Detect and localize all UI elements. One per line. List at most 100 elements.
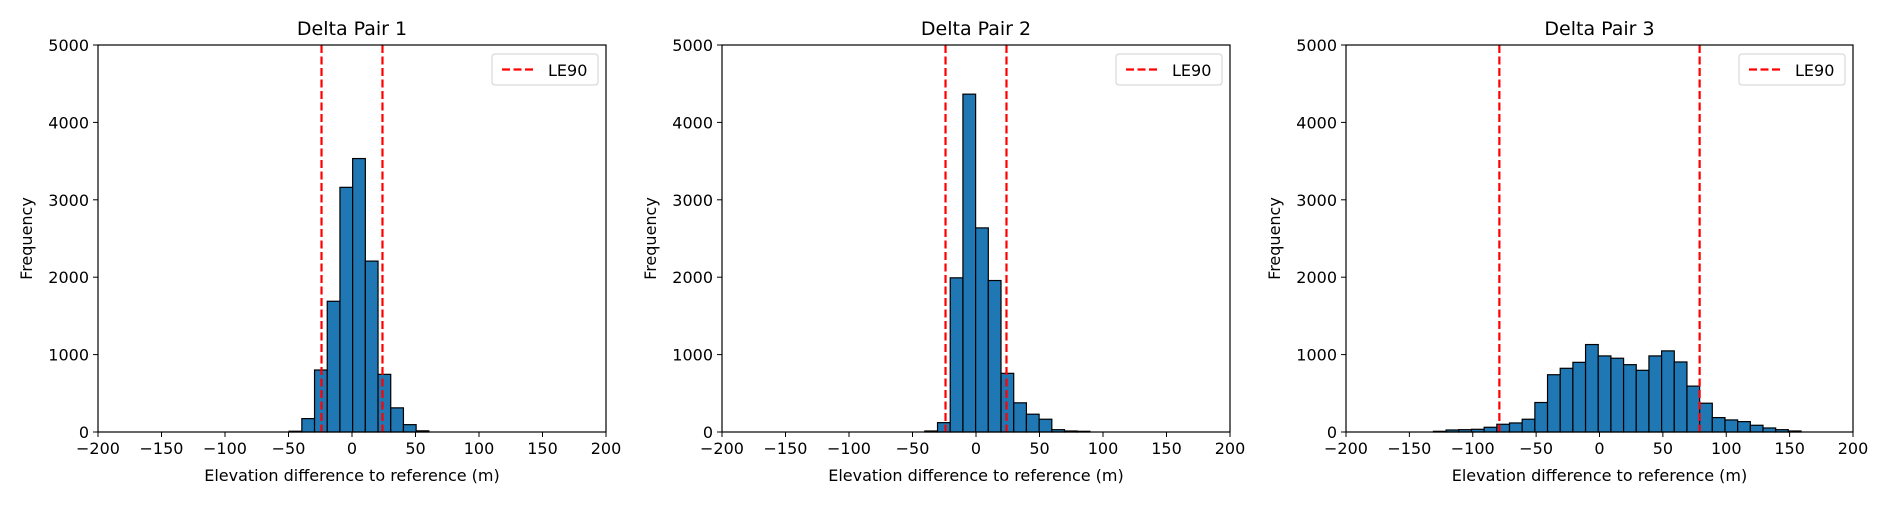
x-tick-label: 50 xyxy=(1029,439,1049,458)
x-tick-label: −100 xyxy=(203,439,247,458)
histogram-bar xyxy=(987,279,1002,433)
histogram-bar xyxy=(1724,419,1739,433)
histogram-bar xyxy=(1635,369,1650,433)
histogram-bar xyxy=(1572,361,1587,433)
legend-label: LE90 xyxy=(1795,61,1834,80)
histogram-bar xyxy=(1546,374,1561,433)
chart-title: Delta Pair 2 xyxy=(921,18,1031,40)
y-tick-label: 0 xyxy=(703,423,713,442)
histogram-bar xyxy=(1584,343,1599,433)
legend-box xyxy=(1738,53,1846,86)
histogram-bar xyxy=(1762,427,1777,433)
chart-panel-2: −200 −150 −100 −50 0 50 100 150 2000100020003000… xyxy=(641,18,1245,485)
x-tick-label: 0 xyxy=(347,439,357,458)
histogram-bar xyxy=(1749,424,1764,433)
histogram-bar xyxy=(339,186,354,433)
legend-box xyxy=(1115,53,1223,86)
y-tick-label: 0 xyxy=(1327,423,1337,442)
histogram-bar xyxy=(949,277,964,433)
x-tick-label: 200 xyxy=(591,439,622,458)
histogram-bar xyxy=(1025,413,1040,433)
histogram-bar xyxy=(1661,350,1675,433)
y-tick-label: 5000 xyxy=(48,36,89,55)
histogram-bar xyxy=(1534,401,1549,433)
histogram-bar xyxy=(364,260,379,433)
x-tick-label: −150 xyxy=(764,439,808,458)
histogram-bar xyxy=(1610,357,1625,433)
x-tick-label: −50 xyxy=(1519,439,1553,458)
histogram-bar xyxy=(1013,402,1028,433)
histogram-bar xyxy=(936,422,951,433)
y-tick-label: 2000 xyxy=(48,268,89,287)
x-tick-label: −200 xyxy=(700,439,744,458)
histogram-bar xyxy=(962,93,977,433)
histogram-bar xyxy=(1559,367,1574,433)
y-tick-label: 1000 xyxy=(48,346,89,365)
histogram-bar xyxy=(301,418,316,433)
histogram-bar xyxy=(352,157,366,433)
histogram-bar xyxy=(1508,422,1523,433)
x-tick-label: −150 xyxy=(140,439,184,458)
x-tick-label: 200 xyxy=(1215,439,1246,458)
y-axis-label: Frequency xyxy=(641,197,660,280)
y-axis-label: Frequency xyxy=(17,197,36,280)
legend: LE90 xyxy=(1115,53,1223,86)
histogram-bar xyxy=(377,373,392,433)
histogram-bar xyxy=(1686,385,1701,433)
chart-panel-1: −200 −150 −100 −50 0 50 100 150 2000100020003000… xyxy=(17,18,621,485)
y-tick-label: 4000 xyxy=(48,113,89,132)
histogram-bar xyxy=(1737,421,1751,433)
histogram-bar xyxy=(1673,361,1688,433)
x-axis-label: Elevation difference to reference (m) xyxy=(828,466,1124,485)
x-tick-label: 100 xyxy=(464,439,495,458)
histogram-bar xyxy=(1622,364,1637,433)
x-tick-label: 100 xyxy=(1088,439,1119,458)
y-tick-label: 0 xyxy=(79,423,89,442)
y-tick-label: 4000 xyxy=(672,113,713,132)
y-tick-label: 5000 xyxy=(672,36,713,55)
x-tick-label: 0 xyxy=(971,439,981,458)
histogram-bar xyxy=(402,424,417,433)
y-tick-label: 4000 xyxy=(1296,113,1337,132)
y-tick-label: 5000 xyxy=(1296,36,1337,55)
histogram-bar xyxy=(1699,402,1713,433)
chart-title: Delta Pair 1 xyxy=(297,18,407,40)
histogram-bar xyxy=(1038,418,1053,433)
x-tick-label: 50 xyxy=(1653,439,1673,458)
histogram-bar xyxy=(1597,355,1612,433)
histogram-bar xyxy=(1711,417,1726,433)
x-tick-label: −200 xyxy=(1324,439,1368,458)
x-tick-label: −50 xyxy=(272,439,306,458)
y-tick-label: 2000 xyxy=(672,268,713,287)
histogram-bar xyxy=(1648,355,1663,433)
x-tick-label: 150 xyxy=(1774,439,1805,458)
histogram-bar xyxy=(390,407,405,433)
legend: LE90 xyxy=(1738,53,1846,86)
histogram-bar xyxy=(1521,418,1536,433)
chart-title: Delta Pair 3 xyxy=(1544,18,1654,40)
x-tick-label: 200 xyxy=(1838,439,1869,458)
x-tick-label: −150 xyxy=(1387,439,1431,458)
legend-box xyxy=(491,53,599,86)
x-tick-label: 50 xyxy=(405,439,425,458)
y-tick-label: 1000 xyxy=(672,346,713,365)
x-tick-label: 150 xyxy=(527,439,558,458)
chart-panel-3: −200 −150 −100 −50 0 50 100 150 2000100020003000… xyxy=(1265,18,1868,485)
y-tick-label: 2000 xyxy=(1296,268,1337,287)
x-axis-label: Elevation difference to reference (m) xyxy=(204,466,500,485)
x-tick-label: 0 xyxy=(1594,439,1604,458)
y-tick-label: 3000 xyxy=(1296,191,1337,210)
y-tick-label: 3000 xyxy=(48,191,89,210)
x-tick-label: −200 xyxy=(76,439,120,458)
x-tick-label: −50 xyxy=(896,439,930,458)
x-axis-label: Elevation difference to reference (m) xyxy=(1452,466,1748,485)
x-tick-label: 150 xyxy=(1151,439,1182,458)
legend: LE90 xyxy=(491,53,599,86)
x-tick-label: −100 xyxy=(827,439,871,458)
legend-label: LE90 xyxy=(548,61,587,80)
histogram-bar xyxy=(1483,426,1498,433)
y-tick-label: 1000 xyxy=(1296,346,1337,365)
x-tick-label: 100 xyxy=(1711,439,1742,458)
y-axis-label: Frequency xyxy=(1265,197,1284,280)
